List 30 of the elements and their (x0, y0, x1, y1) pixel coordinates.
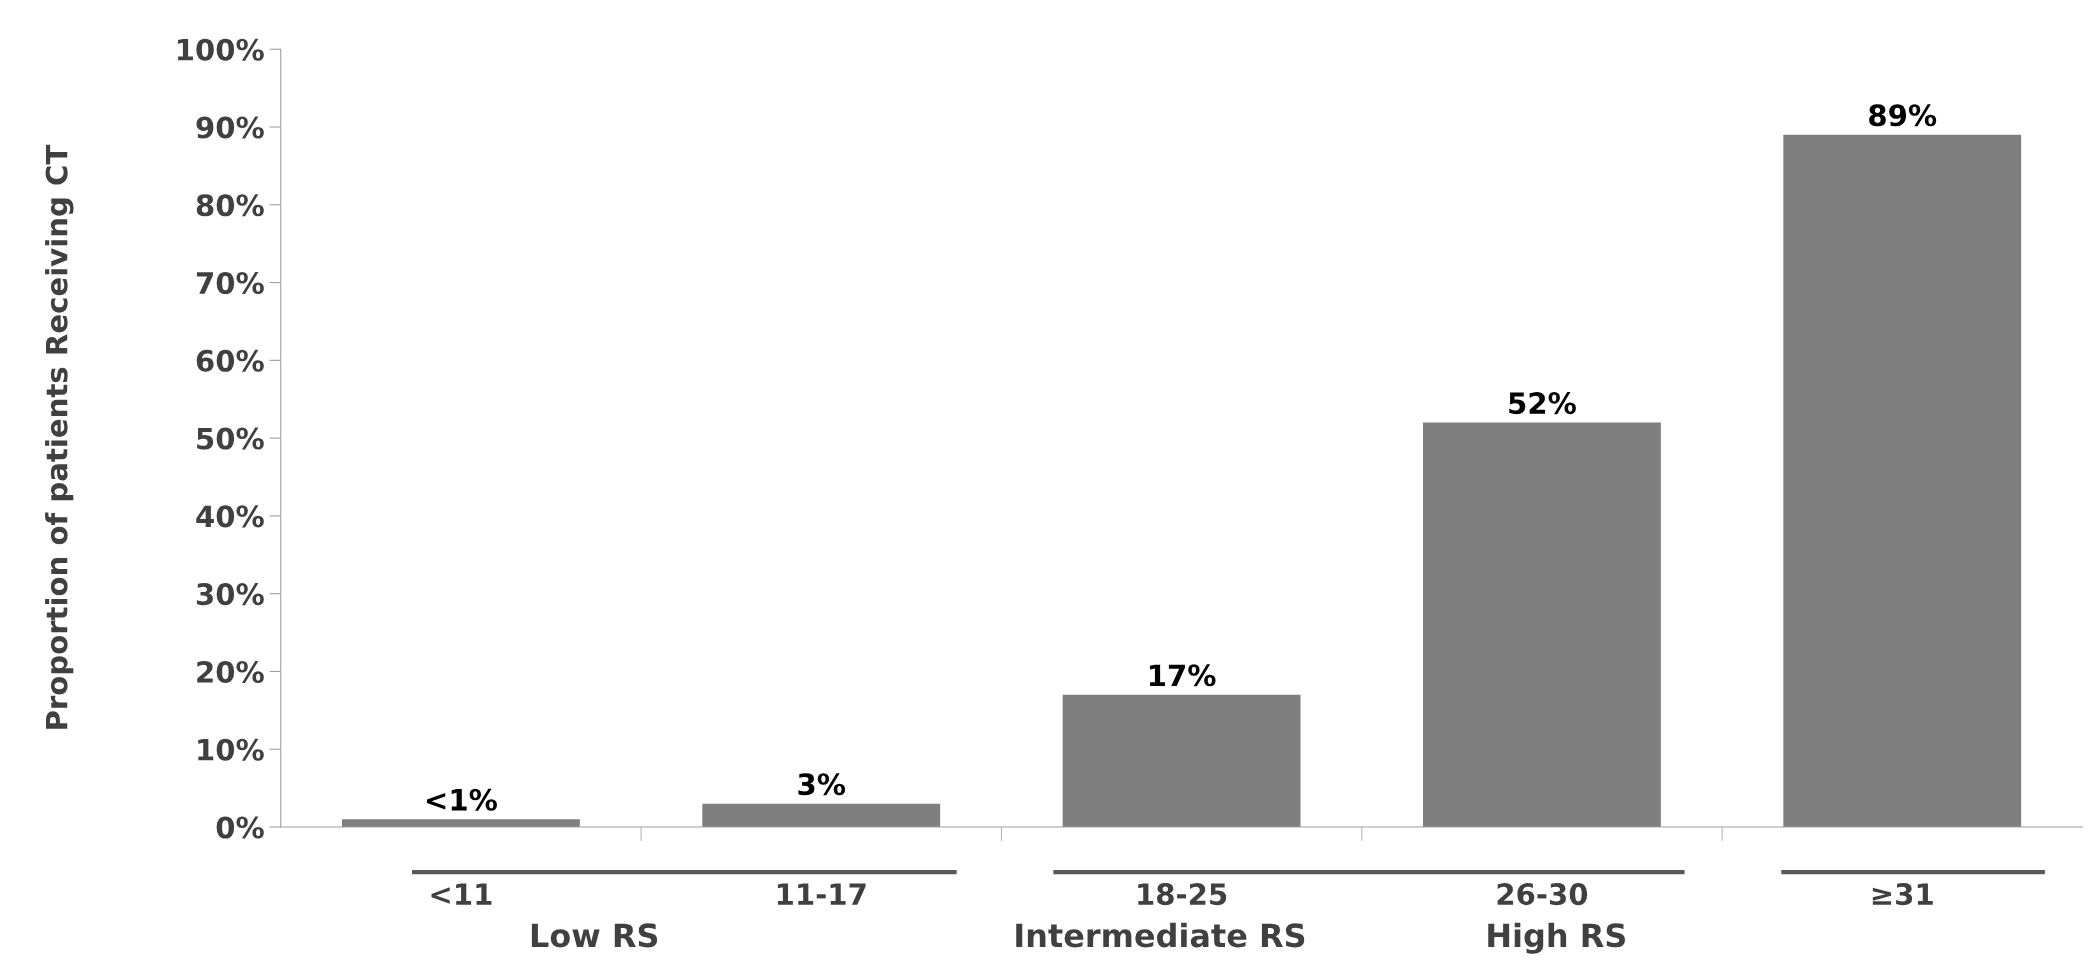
x-tick-label: 11-17 (777, 883, 866, 905)
data-label: 3% (798, 773, 846, 796)
y-tick-label: 0% (216, 816, 264, 839)
bar (702, 803, 941, 828)
y-axis-title: Proportion of patients Receiving CT (45, 144, 74, 729)
bar (1062, 694, 1301, 828)
y-tick-label: 100% (177, 38, 264, 61)
data-label: 17% (1149, 664, 1216, 687)
x-tick-label: ≥31 (1872, 883, 1933, 906)
y-tick-label: 80% (196, 194, 264, 217)
bar (1783, 134, 2022, 828)
y-tick-label: 40% (196, 505, 264, 528)
data-label: 52% (1509, 392, 1576, 415)
y-tick-label: 50% (197, 427, 264, 450)
y-tick-label: 20% (197, 660, 264, 683)
text: Low RS (531, 923, 658, 948)
y-tick-label: 90% (196, 116, 264, 139)
bar (341, 819, 580, 828)
y-tick-label: 10% (198, 738, 264, 761)
x-tick-label: 18-25 (1138, 883, 1227, 906)
x-tick-label: <11 (431, 883, 492, 905)
y-tick-label: 70% (196, 271, 264, 295)
bar (1423, 422, 1661, 828)
x-tick-label: 26-30 (1497, 883, 1588, 906)
data-label: 89% (1869, 104, 1937, 127)
text: Intermediate RS (1016, 922, 1305, 948)
y-tick-label: 30% (196, 583, 264, 606)
y-tick-label: 60% (196, 349, 264, 372)
data-label: <1% (427, 788, 497, 811)
text: High RS (1488, 922, 1626, 954)
